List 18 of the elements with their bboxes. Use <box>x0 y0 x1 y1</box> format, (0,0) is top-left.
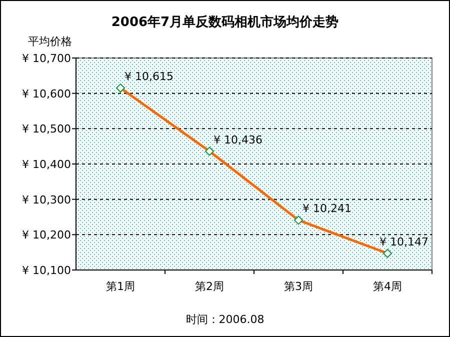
y-tick-label: ¥ 10,600 <box>22 87 71 100</box>
chart-title: 2006年7月单反数码相机市场均价走势 <box>111 14 339 30</box>
y-tick-label: ¥ 10,700 <box>22 52 71 65</box>
y-tick-label: ¥ 10,200 <box>22 228 71 242</box>
y-tick-label: ¥ 10,300 <box>22 193 71 206</box>
y-axis-title: 平均价格 <box>28 35 72 48</box>
y-tick-label: ¥ 10,100 <box>22 264 71 277</box>
data-label: ¥ 10,241 <box>302 202 352 216</box>
y-tick-label: ¥ 10,400 <box>22 158 71 171</box>
data-label: ¥ 10,615 <box>124 70 174 84</box>
x-tick-label: 第1周 <box>106 280 135 293</box>
data-label: ¥ 10,436 <box>214 133 262 146</box>
x-tick-label: 第4周 <box>373 280 402 293</box>
y-tick-label: ¥ 10,500 <box>22 122 71 136</box>
data-label: ¥ 10,147 <box>380 235 428 248</box>
x-tick-label: 第2周 <box>195 280 224 293</box>
text: 时间：2006.08 <box>186 313 264 326</box>
x-tick-label: 第3周 <box>284 280 313 293</box>
